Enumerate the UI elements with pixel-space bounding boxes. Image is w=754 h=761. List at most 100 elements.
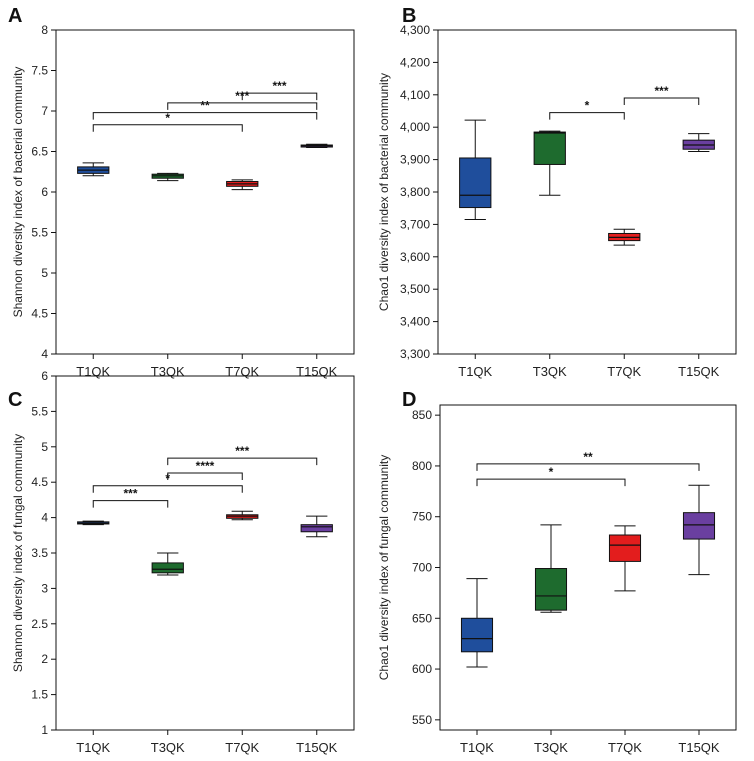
y-tick-label: 7.5 — [31, 64, 48, 78]
box-iqr — [151, 562, 184, 574]
box-t3qk — [534, 524, 568, 613]
box-iqr — [533, 131, 566, 165]
y-axis-label: Chao1 diversity index of bacterial commu… — [377, 73, 391, 311]
y-tick-label: 3,900 — [400, 153, 430, 167]
y-tick-label: 1 — [41, 723, 48, 737]
box-t1qk — [459, 119, 492, 221]
y-tick-label: 5.5 — [31, 404, 48, 418]
y-tick-label: 8 — [41, 23, 48, 37]
y-tick-label: 4 — [41, 511, 48, 525]
x-tick-label: T7QK — [607, 364, 641, 379]
significance-bracket: *** — [241, 79, 318, 101]
panel-letter: B — [402, 5, 416, 27]
y-tick-label: 1.5 — [31, 688, 48, 702]
panel-b: B 3,300 3,400 3,500 3,600 3,700 3,800 3,900 4,00… — [377, 5, 737, 379]
y-tick-label: 4,200 — [400, 55, 430, 69]
box-t15qk — [300, 143, 333, 148]
y-tick-label: 3.5 — [31, 546, 48, 560]
significance-bracket: * — [92, 111, 243, 132]
bracket-line — [92, 485, 243, 493]
y-tick-label: 4 — [41, 347, 48, 361]
y-tick-label: 3,300 — [400, 347, 430, 361]
y-tick-label: 4.5 — [31, 307, 48, 321]
panel-c: C 1 1.5 2 2.5 3 3.5 4 4.5 5 5.5 6 Shannon diversity … — [8, 369, 355, 755]
y-tick-label: 4,000 — [400, 120, 430, 134]
bracket-line — [167, 472, 243, 480]
bracket-line — [476, 478, 626, 487]
bracket-line — [476, 463, 700, 471]
y-tick-label: 3,600 — [400, 250, 430, 264]
y-tick-label: 3,700 — [400, 217, 430, 231]
y-tick-label: 5 — [41, 266, 48, 280]
box-iqr — [459, 157, 492, 209]
y-axis-label: Shannon diversity index of fungal commun… — [11, 434, 25, 672]
y-tick-label: 750 — [412, 510, 432, 524]
box-t1qk — [77, 162, 110, 177]
significance-bracket: *** — [92, 487, 169, 508]
box-t3qk — [151, 552, 184, 576]
panel-d: D 550 600 650 700 750 800 850 Chao1 diversity in… — [377, 389, 737, 755]
box-t1qk — [77, 520, 110, 526]
x-tick-label: T3QK — [151, 364, 185, 379]
box-t15qk — [300, 515, 333, 538]
x-tick-label: T7QK — [225, 364, 259, 379]
x-tick-label: T15QK — [296, 364, 338, 379]
box-t3qk — [151, 172, 184, 182]
significance-label: ** — [583, 450, 593, 464]
y-tick-label: 7 — [41, 104, 48, 118]
significance-bracket: **** — [167, 459, 243, 480]
panel-letter: D — [402, 389, 416, 411]
significance-bracket: ** — [476, 450, 700, 471]
y-tick-label: 4.5 — [31, 475, 48, 489]
y-tick-label: 6 — [41, 369, 48, 383]
y-tick-label: 850 — [412, 408, 432, 422]
bracket-line — [167, 457, 318, 466]
significance-label: ** — [200, 99, 210, 113]
box-iqr — [460, 617, 494, 653]
significance-bracket: *** — [167, 444, 318, 466]
y-tick-label: 800 — [412, 459, 432, 473]
box-iqr — [300, 524, 333, 533]
box-iqr — [534, 568, 568, 611]
bracket-line — [92, 112, 318, 120]
x-tick-label: T7QK — [608, 740, 642, 755]
x-tick-label: T3QK — [533, 364, 567, 379]
box-t3qk — [533, 130, 566, 196]
significance-label: * — [165, 111, 170, 125]
x-tick-label: T15QK — [678, 364, 720, 379]
y-axis-label: Chao1 diversity index of fungal communit… — [377, 455, 391, 680]
x-tick-label: T1QK — [458, 364, 492, 379]
y-tick-label: 2.5 — [31, 617, 48, 631]
panel-letter: C — [8, 389, 22, 411]
box-t15qk — [682, 133, 715, 152]
significance-label: *** — [654, 84, 668, 98]
box-t15qk — [682, 484, 716, 576]
bracket-line — [92, 500, 169, 508]
panel-a: A 4 4.5 5 5.5 6 6.5 7 7.5 8 Shannon diversity inde… — [8, 5, 355, 379]
significance-bracket: *** — [623, 84, 700, 106]
y-tick-label: 600 — [412, 662, 432, 676]
significance-label: * — [585, 99, 590, 113]
y-tick-label: 650 — [412, 611, 432, 625]
y-tick-label: 4,100 — [400, 88, 430, 102]
box-iqr — [682, 512, 716, 540]
x-tick-label: T15QK — [296, 740, 338, 755]
x-tick-label: T1QK — [76, 364, 110, 379]
plot-frame — [55, 375, 355, 731]
box-t1qk — [460, 578, 494, 668]
y-tick-label: 2 — [41, 652, 48, 666]
significance-bracket: * — [476, 465, 626, 487]
y-tick-label: 3,400 — [400, 315, 430, 329]
plot-frame — [55, 29, 355, 355]
y-tick-label: 5 — [41, 440, 48, 454]
significance-bracket: * — [549, 99, 625, 120]
significance-bracket: ** — [92, 99, 318, 120]
panel-letter: A — [8, 5, 22, 27]
x-tick-label: T7QK — [225, 740, 259, 755]
significance-label: *** — [123, 487, 137, 501]
bracket-line — [623, 97, 700, 106]
bracket-line — [549, 112, 625, 120]
bracket-line — [92, 124, 243, 132]
y-tick-label: 3,500 — [400, 282, 430, 296]
y-tick-label: 6.5 — [31, 145, 48, 159]
